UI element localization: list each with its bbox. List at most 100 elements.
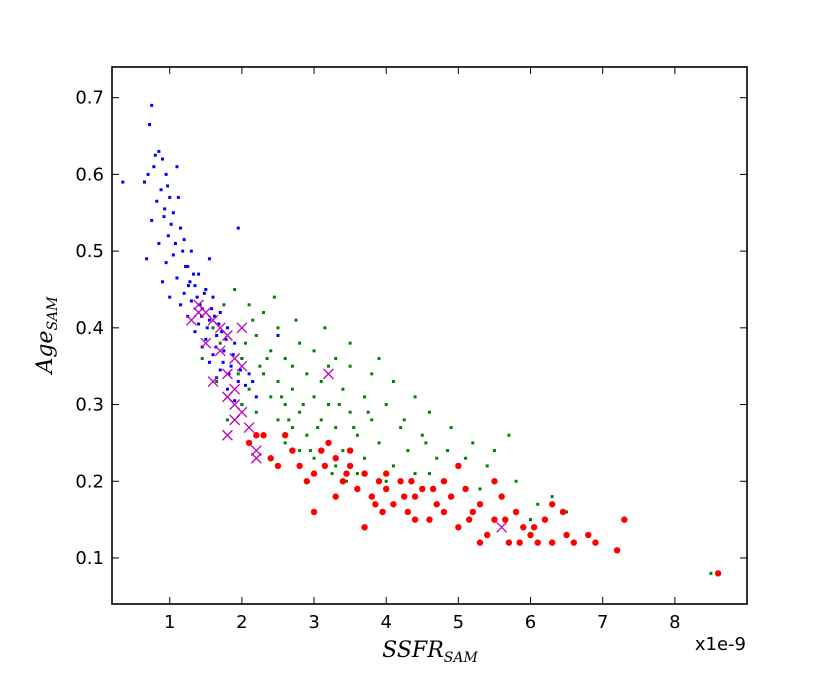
data-point: [446, 449, 450, 453]
data-point: [189, 299, 193, 303]
data-point: [289, 447, 296, 454]
data-point: [326, 403, 330, 407]
data-point: [260, 432, 267, 439]
data-point: [225, 326, 229, 330]
data-point: [428, 410, 431, 414]
data-point: [161, 280, 165, 284]
data-point: [334, 357, 338, 361]
data-point: [290, 426, 294, 430]
data-point: [150, 218, 154, 222]
data-point: [210, 307, 214, 311]
data-point: [181, 249, 185, 253]
data-point: [164, 172, 168, 176]
data-point: [332, 493, 339, 500]
data-point: [217, 322, 221, 326]
data-point: [276, 334, 280, 337]
data-point: [250, 452, 262, 464]
y-axis-title: AgeSAM: [33, 296, 61, 376]
data-point: [339, 478, 347, 485]
data-point: [361, 524, 368, 531]
data-point: [492, 449, 496, 453]
data-point: [274, 462, 282, 470]
data-point: [290, 387, 294, 391]
data-point: [484, 531, 491, 539]
data-point: [247, 372, 251, 376]
data-point: [420, 433, 424, 437]
data-point: [343, 470, 350, 477]
data-point: [334, 464, 338, 468]
data-point: [563, 531, 570, 539]
series-0: [121, 103, 280, 407]
data-point: [250, 445, 262, 457]
data-point: [465, 516, 473, 523]
data-point: [204, 287, 208, 291]
data-point: [214, 345, 226, 357]
y-tick-label: 0.4: [75, 318, 104, 339]
data-point: [390, 501, 397, 508]
data-point: [236, 226, 240, 230]
data-point: [505, 539, 513, 546]
data-point: [171, 211, 175, 215]
data-point: [225, 387, 229, 391]
data-point: [516, 539, 523, 546]
data-point: [476, 539, 484, 546]
data-point: [303, 478, 311, 485]
data-point: [548, 501, 556, 508]
data-point: [355, 472, 359, 476]
data-point: [193, 284, 197, 288]
data-point: [449, 426, 453, 430]
data-point: [247, 303, 251, 307]
y-tick-label: 0.7: [75, 88, 104, 109]
data-point: [236, 360, 248, 372]
data-point: [179, 303, 183, 307]
data-point: [182, 238, 186, 242]
data-point: [507, 433, 511, 437]
data-point: [310, 470, 318, 477]
data-point: [512, 508, 520, 516]
data-point: [316, 426, 320, 430]
data-point: [402, 418, 406, 422]
data-point: [211, 353, 215, 357]
data-point: [227, 372, 231, 376]
data-point: [157, 241, 161, 245]
x-axis-offset-text: x1e-9: [695, 634, 746, 655]
data-point: [200, 357, 204, 361]
series-1: [200, 287, 713, 575]
data-point: [174, 241, 177, 245]
data-point: [212, 314, 216, 318]
data-point: [283, 403, 287, 407]
data-point: [225, 418, 229, 422]
data-point: [592, 539, 599, 546]
y-tick-label: 0.3: [75, 395, 104, 416]
data-point: [148, 123, 152, 127]
data-point: [325, 439, 332, 447]
data-point: [193, 299, 205, 311]
data-point: [326, 364, 330, 368]
data-point: [283, 441, 287, 445]
data-point: [162, 215, 166, 219]
data-point: [496, 521, 508, 533]
data-point: [570, 539, 578, 546]
data-point: [197, 272, 201, 276]
data-point: [462, 485, 469, 493]
y-tick-label: 0.2: [75, 471, 104, 492]
data-point: [145, 257, 149, 261]
data-point: [447, 493, 455, 500]
data-point: [298, 341, 302, 345]
data-point: [361, 470, 368, 477]
data-point: [221, 429, 233, 441]
data-point: [189, 249, 193, 253]
data-point: [391, 380, 395, 384]
data-point: [419, 485, 426, 493]
data-point: [276, 380, 280, 384]
data-point: [355, 433, 359, 437]
data-point: [186, 264, 190, 268]
data-point: [613, 547, 621, 554]
data-point: [215, 334, 219, 337]
data-point: [308, 449, 312, 453]
data-point: [346, 447, 354, 454]
data-point: [121, 180, 125, 184]
data-point: [251, 380, 255, 384]
data-point: [233, 287, 237, 291]
data-point: [312, 395, 316, 399]
